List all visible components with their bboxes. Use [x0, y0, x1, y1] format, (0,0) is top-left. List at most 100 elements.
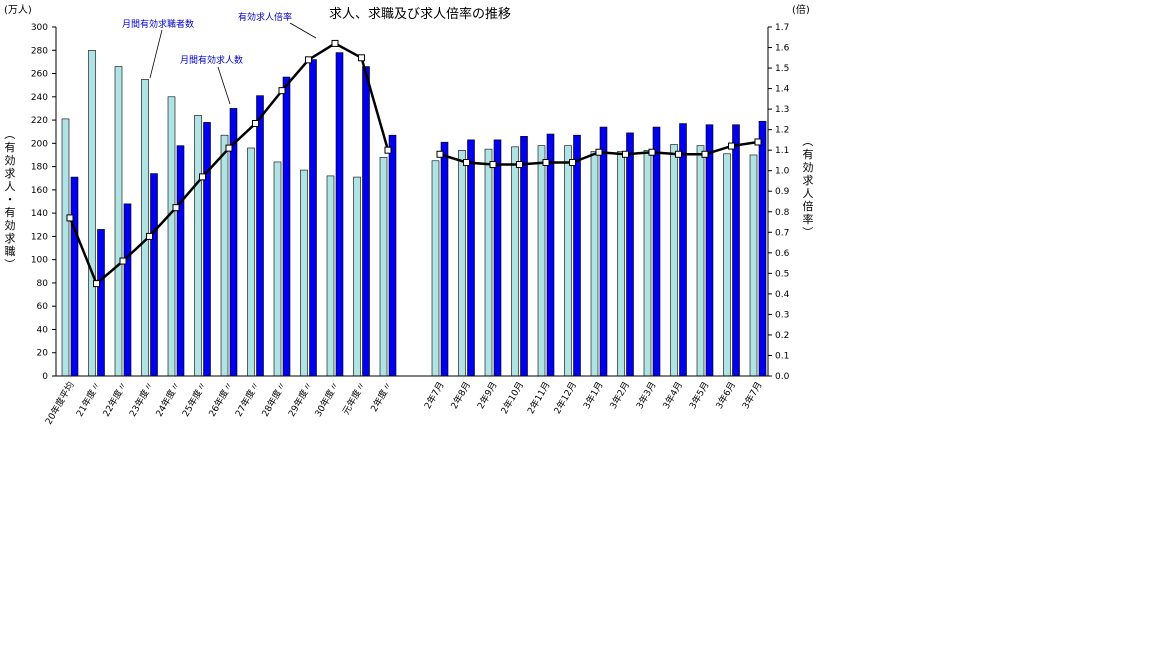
axis-title-char: 職 [5, 245, 16, 258]
bar-jobseekers [484, 148, 493, 377]
bar-openings [335, 52, 344, 377]
bar-jobseekers [617, 151, 625, 377]
legend-leader-ratio [289, 22, 317, 39]
axis-title-char: 求 [5, 232, 16, 245]
y-left-tick-label: 40 [37, 325, 49, 335]
ratio-point [93, 280, 100, 288]
bar-openings [758, 120, 767, 377]
y-right-tick-label: 1.7 [775, 23, 789, 33]
ratio-point [622, 150, 629, 158]
y-left-tick-label: 80 [37, 279, 49, 289]
y-left-tick-label: 0 [42, 372, 48, 382]
x-tick-label: 2年11月 [525, 380, 553, 416]
y-right-tick-label: 1.3 [775, 105, 789, 115]
y-right-tick-label: 0.3 [775, 310, 789, 320]
ratio-point [569, 158, 576, 166]
left-unit-label: (万人) [4, 4, 32, 16]
bar-jobseekers [511, 146, 519, 377]
bar-openings [467, 139, 475, 377]
x-tick-label: 3年5月 [686, 380, 711, 412]
x-tick-label: 2年8月 [448, 380, 473, 412]
y-right-tick-label: 0.0 [775, 372, 790, 382]
ratio-point [675, 150, 682, 158]
bar-openings [176, 145, 185, 377]
ratio-point [463, 158, 470, 166]
y-left-tick-label: 220 [31, 116, 48, 126]
bar-jobseekers [564, 145, 572, 377]
bar-jobseekers [590, 151, 599, 377]
bar-jobseekers [247, 147, 255, 377]
ratio-point [199, 173, 206, 181]
axis-title-char: 求 [803, 174, 814, 187]
y-axis-right: 0.0 0.1 0.2 0.3 0.4 0.5 0.6 0.7 0.8 0.9 1.0 1.1 1.2 1… [768, 23, 790, 382]
ratio-point [305, 56, 312, 64]
axis-title-char: 効 [5, 153, 16, 167]
x-tick-label: 26年度〃 [206, 380, 236, 419]
ratio-point [542, 158, 550, 166]
legend-label-jobseekers: 月間有効求職者数 [122, 18, 194, 30]
x-tick-label: 3年6月 [713, 380, 738, 412]
axis-title-char: 有 [5, 205, 16, 219]
ratio-point [436, 150, 444, 158]
y-right-tick-label: 0.5 [775, 269, 789, 279]
x-tick-label: 元年度〃 [340, 380, 368, 417]
bar-jobseekers [379, 156, 388, 377]
x-tick-label: 2年9月 [474, 380, 499, 412]
y-left-tick-label: 120 [31, 232, 48, 242]
x-tick-label: 21年度〃 [73, 380, 103, 419]
ratio-point [278, 87, 286, 95]
bar-jobseekers [220, 134, 229, 377]
axis-title-char: 有 [5, 140, 16, 154]
y-right-tick-label: 1.1 [775, 146, 789, 156]
bar-jobseekers [537, 145, 546, 377]
y-left-tick-label: 180 [31, 163, 48, 173]
y-right-tick-label: 0.2 [775, 331, 789, 341]
bar-openings [388, 134, 397, 377]
ratio-point [516, 161, 523, 169]
bar-openings [123, 203, 132, 377]
axis-title-char: ） [3, 259, 16, 270]
bar-openings [520, 136, 528, 377]
x-tick-label: 3年3月 [633, 380, 658, 412]
axis-title-char: ・ [5, 193, 16, 206]
y-right-tick-label: 0.8 [775, 208, 790, 218]
bar-jobseekers [749, 154, 758, 377]
bar-openings [309, 59, 317, 377]
x-tick-label: 2年12月 [551, 380, 579, 416]
bar-openings [679, 123, 687, 377]
bar-openings [440, 141, 449, 377]
bar-openings [705, 124, 714, 377]
bar-openings [599, 126, 608, 377]
x-tick-label: 29年度〃 [285, 380, 315, 419]
bar-openings [546, 133, 555, 377]
y-left-tick-label: 260 [31, 70, 48, 80]
y-axis-left: 0 20 40 60 80 100 120 140 160 180 200 220 240 260 280 3… [31, 23, 56, 382]
axis-title-char: （ [3, 129, 16, 140]
ratio-point [728, 142, 735, 150]
y-left-tick-label: 300 [31, 23, 48, 33]
ratio-point [225, 144, 233, 152]
x-tick-label: 24年度〃 [153, 380, 183, 419]
bar-openings [362, 66, 370, 377]
bar-openings [256, 95, 264, 377]
bar-openings [573, 134, 581, 377]
ratio-point [701, 150, 709, 158]
ratio-point [66, 214, 74, 222]
bar-openings [70, 176, 79, 377]
ratio-point [384, 146, 392, 154]
axis-title-char: 率 [803, 212, 814, 226]
bar-jobseekers [353, 176, 361, 377]
x-tick-label: 25年度〃 [179, 380, 209, 419]
legend-label-ratio: 有効求人倍率 [238, 11, 292, 23]
bar-jobseekers [431, 160, 440, 377]
axis-title-char: ） [801, 227, 814, 238]
y-left-tick-label: 60 [37, 302, 49, 312]
bar-jobseekers [167, 96, 176, 377]
y-right-tick-label: 1.4 [775, 85, 790, 95]
y-right-tick-label: 0.4 [775, 290, 790, 300]
x-tick-label: 22年度〃 [100, 380, 130, 419]
y-right-tick-label: 1.2 [775, 126, 789, 136]
legend-leader-openings [217, 66, 231, 105]
bar-openings [493, 139, 502, 377]
